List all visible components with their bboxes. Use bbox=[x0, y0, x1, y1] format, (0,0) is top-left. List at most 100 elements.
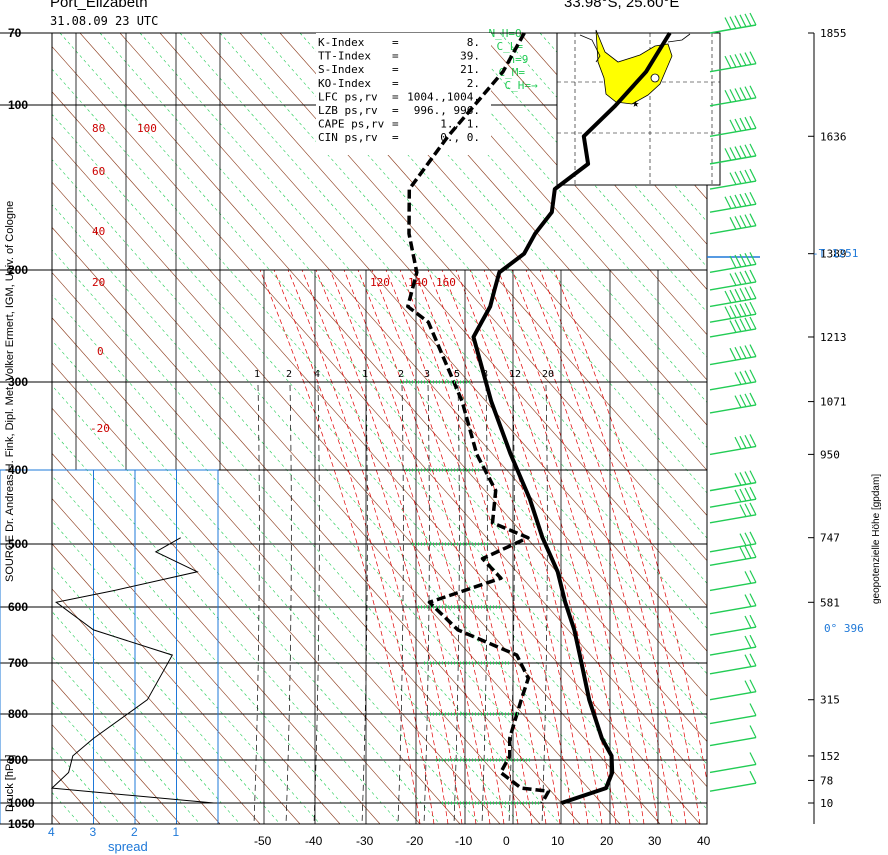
dry-adiabat bbox=[800, 33, 888, 824]
dry-adiabat bbox=[720, 33, 888, 824]
wind-barb-flag bbox=[729, 172, 737, 185]
station-coords: 33.98°S, 25.60°E bbox=[564, 0, 680, 11]
wind-barb-shaft bbox=[709, 626, 757, 636]
station-title: Port_Elizabeth bbox=[50, 0, 148, 11]
wind-barb-flag bbox=[734, 304, 742, 318]
height-label: 315 bbox=[820, 694, 840, 707]
wind-barb-flag bbox=[724, 196, 732, 210]
indices-background bbox=[316, 33, 491, 155]
wind-barb-flag bbox=[744, 52, 752, 65]
wind-barb-flag bbox=[729, 89, 737, 102]
temp-tick-label: 0 bbox=[503, 834, 510, 848]
wind-barb bbox=[709, 752, 757, 774]
saturation-line bbox=[139, 33, 707, 675]
wind-barb-flag bbox=[749, 143, 757, 157]
saturation-line bbox=[299, 33, 707, 494]
wind-barb-flag bbox=[744, 287, 752, 300]
wind-barb bbox=[709, 770, 757, 792]
saturation-line bbox=[52, 113, 681, 824]
height-label: 581 bbox=[820, 596, 840, 609]
mozambique-border bbox=[667, 33, 691, 43]
wind-barb-flag bbox=[729, 147, 737, 160]
dry-adiabat bbox=[159, 33, 707, 652]
wind-barb-flag bbox=[749, 51, 757, 64]
theta-label: 40 bbox=[92, 225, 105, 238]
wind-barb-flag bbox=[749, 12, 757, 26]
saturation-line bbox=[419, 33, 707, 358]
wind-barb-flag bbox=[734, 171, 742, 185]
wind-barb-flag bbox=[739, 488, 747, 502]
wind-barb bbox=[709, 191, 757, 213]
wind-barb-flag bbox=[744, 252, 752, 266]
wind-barb-flag bbox=[749, 502, 757, 516]
pressure-label: 1000 bbox=[8, 796, 35, 810]
wind-barb-shaft bbox=[709, 203, 757, 213]
index-sep: = bbox=[392, 77, 399, 90]
wind-barb-shaft bbox=[709, 543, 757, 553]
wind-barb-shaft bbox=[709, 581, 757, 592]
wind-barb-flag bbox=[749, 301, 757, 315]
wind-barb bbox=[709, 213, 757, 235]
wind-barb-flag bbox=[734, 473, 742, 486]
dry-adiabat bbox=[840, 33, 888, 824]
wind-barb-flag bbox=[744, 654, 752, 667]
index-value: 8. bbox=[467, 36, 480, 49]
wind-barb-flag bbox=[729, 119, 737, 133]
height-label: 152 bbox=[820, 750, 840, 763]
wind-barb-flag bbox=[734, 372, 742, 385]
mixing-ratio-label: 3 bbox=[424, 369, 430, 380]
index-sep: = bbox=[392, 36, 399, 49]
wind-barb bbox=[709, 316, 757, 338]
saturation-line bbox=[219, 33, 707, 584]
wind-barb-shaft bbox=[709, 127, 757, 137]
wind-barb-flag bbox=[749, 286, 757, 299]
wind-barb-flag bbox=[739, 145, 747, 158]
wind-barb-flag bbox=[724, 90, 732, 103]
wind-barb bbox=[709, 593, 757, 615]
spread-axis-label: spread bbox=[108, 839, 148, 854]
wind-barb bbox=[709, 703, 757, 725]
temperature-curve bbox=[471, 31, 672, 805]
wind-barb-flag bbox=[744, 594, 752, 607]
moist-adiabat bbox=[315, 269, 477, 824]
wind-barb-flag bbox=[744, 635, 752, 649]
dry-adiabat bbox=[359, 33, 707, 426]
mixing-ratio-line bbox=[285, 384, 292, 824]
saturation-line bbox=[52, 611, 241, 824]
temp-tick-label: -10 bbox=[455, 834, 473, 848]
wind-barb-flag bbox=[734, 118, 742, 132]
saturation-line bbox=[860, 33, 888, 824]
theta-label: 100 bbox=[137, 122, 157, 135]
temp-tick-label: 30 bbox=[648, 834, 662, 848]
wind-barb-flag bbox=[749, 770, 757, 784]
wind-barb-flag bbox=[749, 316, 757, 330]
wind-barb-flag bbox=[749, 593, 757, 606]
wind-barb-flag bbox=[734, 347, 742, 360]
wind-barb bbox=[709, 269, 757, 291]
wind-barb bbox=[709, 301, 757, 323]
wind-barb-flag bbox=[739, 53, 747, 66]
dry-adiabat bbox=[319, 33, 707, 471]
theta-label: 60 bbox=[92, 165, 105, 178]
wind-barb-flag bbox=[749, 752, 757, 765]
saturation-line bbox=[699, 33, 707, 42]
wind-barb-flag bbox=[729, 347, 737, 361]
wind-barb-shaft bbox=[709, 714, 757, 725]
spread-tick-label: 1 bbox=[173, 825, 180, 839]
wind-barb-shaft bbox=[709, 498, 757, 508]
height-label: 78 bbox=[820, 774, 833, 787]
index-value: 1004.,1004. bbox=[407, 90, 480, 103]
moist-adiabat bbox=[525, 269, 687, 824]
wind-barb-flag bbox=[729, 195, 737, 209]
moist-adiabat bbox=[539, 269, 701, 824]
wind-barb-flag bbox=[734, 319, 742, 332]
height-label: 747 bbox=[820, 532, 840, 545]
wind-barb-flag bbox=[744, 192, 752, 206]
wind-barb-flag bbox=[734, 272, 742, 285]
wind-barb-shaft bbox=[709, 782, 757, 792]
wind-barb-flag bbox=[744, 116, 752, 130]
dry-adiabat bbox=[119, 33, 707, 697]
pressure-label: 800 bbox=[8, 707, 28, 721]
wind-barb-flag bbox=[744, 169, 752, 183]
